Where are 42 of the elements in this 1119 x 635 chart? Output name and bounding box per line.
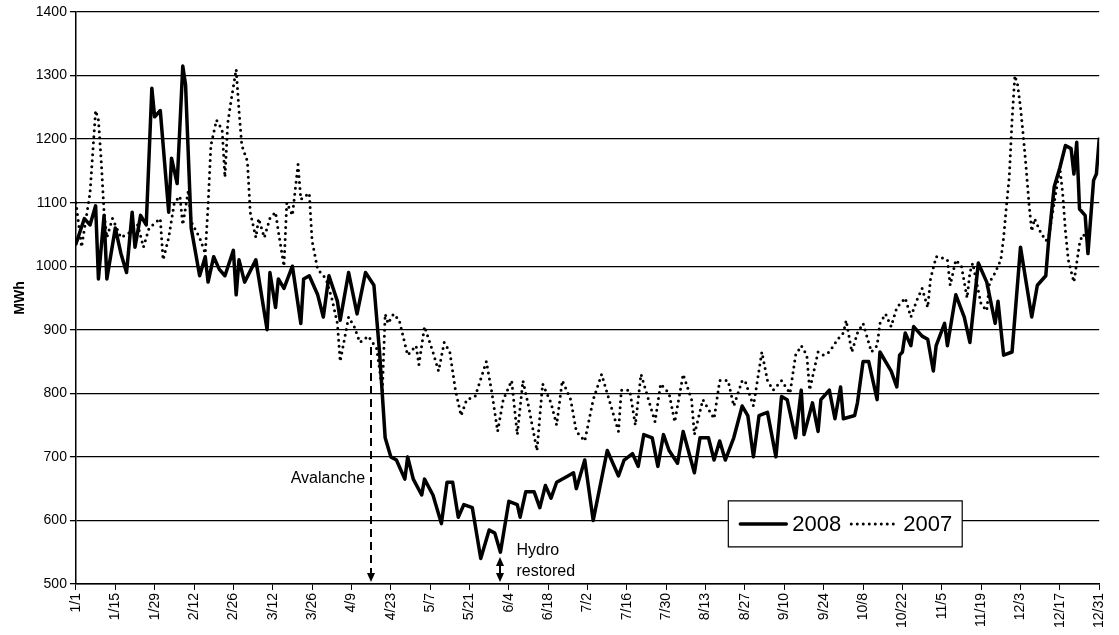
y-tick-label: 1300 <box>35 66 68 83</box>
x-tick-label: 11/5 <box>932 592 949 620</box>
ref-line-label: Hydro restored <box>516 540 576 579</box>
x-tick-label: 2/12 <box>184 592 201 621</box>
x-tick-label: 9/10 <box>775 592 792 621</box>
x-tick-label: 10/22 <box>893 592 910 629</box>
y-tick-label: 1400 <box>35 2 68 19</box>
y-tick-label: 600 <box>43 511 68 528</box>
x-tick-label: 6/4 <box>499 592 516 613</box>
x-tick-label: 3/12 <box>263 592 280 621</box>
x-tick-label: 1/29 <box>145 592 162 621</box>
x-tick-label: 1/15 <box>106 592 123 621</box>
x-tick-label: 12/31 <box>1090 592 1107 629</box>
x-tick-label: 6/18 <box>539 592 556 621</box>
x-tick-label: 9/24 <box>814 592 831 621</box>
y-axis-title: MWh <box>11 281 28 315</box>
y-tick-label: 1000 <box>35 257 68 274</box>
x-tick-label: 4/9 <box>342 592 359 613</box>
y-tick-label: 900 <box>43 320 68 337</box>
x-tick-label: 8/27 <box>735 592 752 621</box>
y-tick-label: 1200 <box>35 129 68 146</box>
y-tick-label: 500 <box>43 574 68 591</box>
legend-label: 2007 <box>903 511 953 537</box>
ref-line-label: Avalanche <box>290 468 366 486</box>
x-tick-label: 7/2 <box>578 592 595 613</box>
x-tick-label: 3/26 <box>302 592 319 621</box>
x-tick-label: 5/21 <box>460 592 477 621</box>
x-tick-label: 2/26 <box>224 592 241 621</box>
y-tick-label: 700 <box>43 447 68 464</box>
y-tick-label: 800 <box>43 384 68 401</box>
x-tick-label: 8/13 <box>696 592 713 621</box>
x-tick-label: 7/16 <box>617 592 634 621</box>
x-tick-label: 7/30 <box>657 592 674 621</box>
x-tick-label: 10/8 <box>853 592 870 621</box>
x-tick-label: 4/23 <box>381 592 398 621</box>
x-tick-label: 12/3 <box>1011 592 1028 621</box>
y-tick-label: 1100 <box>36 193 68 210</box>
x-tick-label: 1/1 <box>66 592 83 613</box>
x-tick-label: 12/17 <box>1050 592 1067 629</box>
x-tick-label: 5/7 <box>421 592 438 613</box>
legend-label: 2008 <box>792 511 842 537</box>
x-tick-label: 11/19 <box>971 592 988 627</box>
